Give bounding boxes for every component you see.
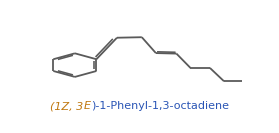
Text: (1Z, 3: (1Z, 3 bbox=[50, 101, 84, 111]
Text: )-1-Phenyl-1,3-octadiene: )-1-Phenyl-1,3-octadiene bbox=[91, 101, 229, 111]
Text: E: E bbox=[84, 101, 91, 111]
